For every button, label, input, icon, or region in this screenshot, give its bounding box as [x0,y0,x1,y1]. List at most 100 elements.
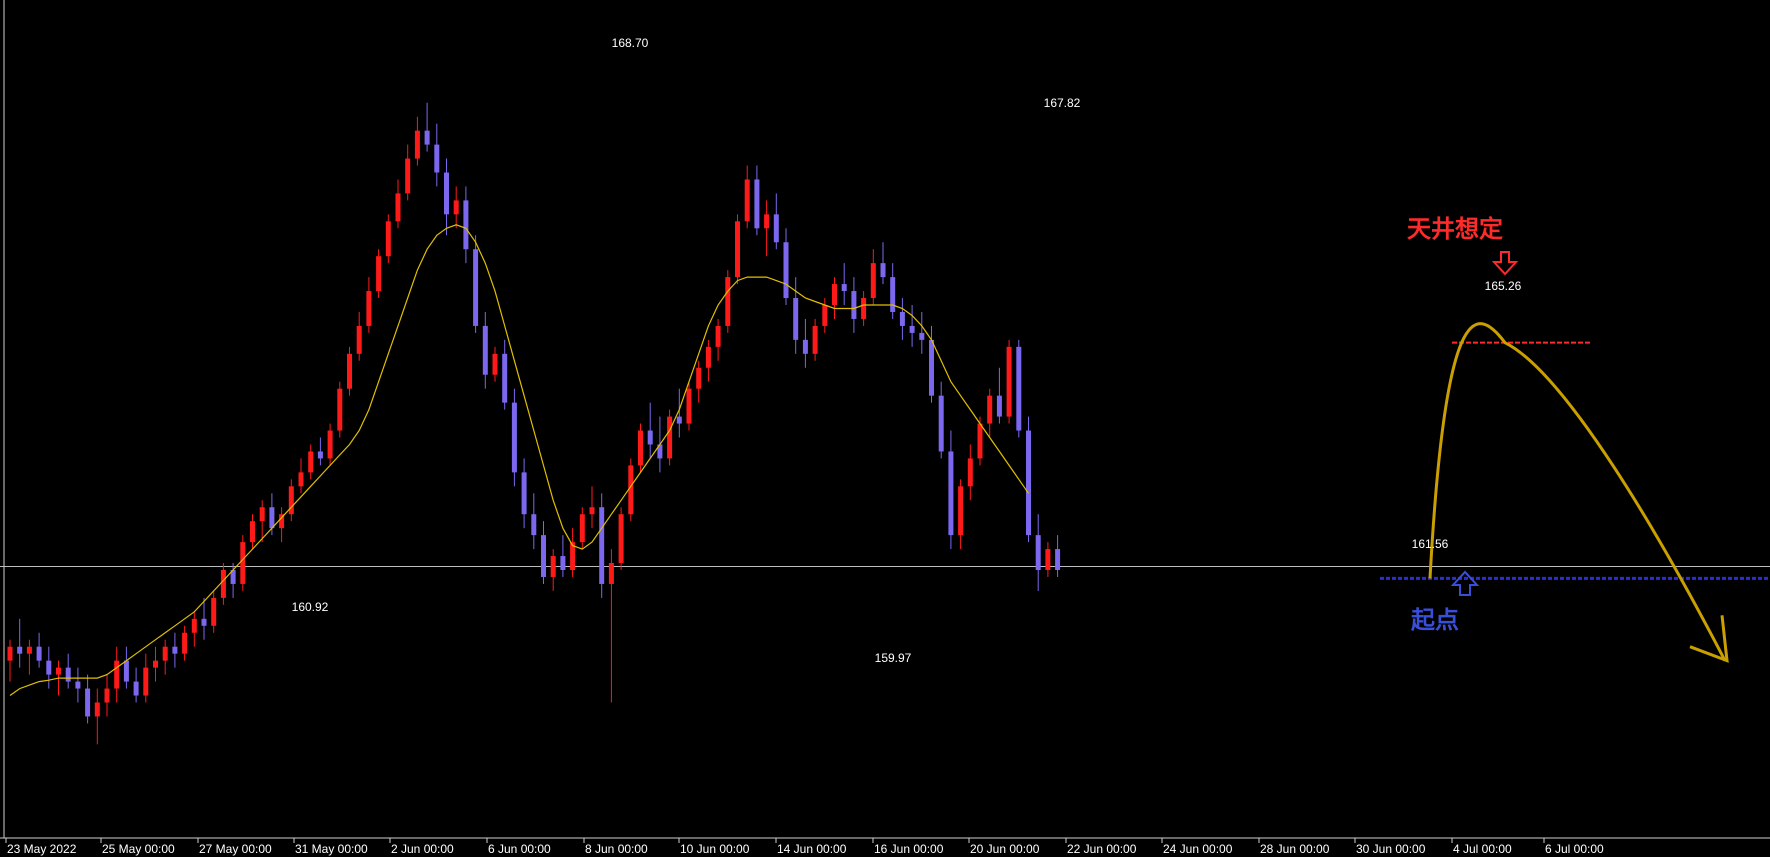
candle-body [987,395,993,424]
candle [405,144,411,201]
candle [977,416,983,466]
candle [909,305,915,347]
candle [502,339,508,410]
candle-body [851,291,857,319]
x-tick-label: 4 Jul 00:00 [1453,842,1512,856]
candle-body [521,472,527,515]
candle [317,437,323,466]
candle [715,318,721,361]
candle-body [337,388,343,431]
candle-body [162,646,168,661]
candle-body [919,332,925,340]
candle-body [502,353,508,403]
candle-body [783,242,789,299]
candle [385,214,391,264]
candle [182,625,188,661]
candle-body [395,193,401,222]
candle-body [618,514,624,564]
ma-line [9,224,1029,696]
chart-frame [0,0,1770,839]
candle-body [153,660,158,668]
candle [211,590,217,633]
candle [705,339,711,382]
candle-body [560,556,566,570]
candle [570,528,576,577]
candle [94,688,100,745]
candle [75,667,81,703]
candle [337,381,343,438]
candle [725,270,731,333]
candle [453,186,459,229]
candle [608,549,614,703]
candle-body [667,416,673,459]
candle [890,263,896,319]
candle-body [929,339,934,396]
candle [434,123,440,187]
candle-body [754,179,760,229]
candle-body [832,284,837,305]
candle-body [482,325,488,375]
candle-body [938,395,944,452]
candle-body [1016,346,1022,431]
price-label: 160.92 [292,600,329,614]
candle-body [317,451,323,459]
x-tick-label: 6 Jul 00:00 [1545,842,1604,856]
candle [65,653,71,689]
candle-body [579,514,585,543]
candle [764,200,770,257]
projection-arc [1428,322,1727,662]
candle [938,381,944,459]
candle [541,521,546,584]
candle-body [589,507,595,515]
candle-body [608,563,614,584]
candle-body [250,521,255,543]
candle-body [376,256,382,292]
candle-body [599,507,605,584]
candle [1026,416,1031,543]
candle-body [541,535,546,577]
candle-body [657,444,663,459]
candle-body [17,646,23,654]
candle-body [638,430,643,466]
candle-body [347,353,352,389]
candle [347,346,352,396]
candle [589,486,595,529]
candle-body [356,325,362,354]
candle [492,346,498,382]
candle-body [802,339,808,354]
candle [880,242,886,285]
x-tick-label: 8 Jun 00:00 [585,842,648,856]
x-tick-label: 10 Jun 00:00 [680,842,750,856]
candle-body [133,681,139,696]
horizontal-lines [0,341,1770,580]
candle-body [812,325,818,354]
candle [240,535,246,591]
candle-body [735,221,740,278]
x-tick-label: 30 Jun 00:00 [1356,842,1426,856]
candle-body [870,263,876,299]
candle [919,311,925,354]
candle [735,214,740,285]
candle-body [958,486,964,536]
candle [599,493,605,598]
x-tick-label: 31 May 00:00 [295,842,368,856]
candle [987,388,993,438]
candle-body [46,660,52,675]
candle [667,409,673,466]
candle-body [531,514,537,536]
candle [366,277,372,333]
x-tick-label: 16 Jun 00:00 [874,842,944,856]
candle-body [444,172,449,215]
candle [686,381,692,431]
candle [104,674,110,717]
candle-body [676,416,682,424]
candle [376,249,382,299]
candle [162,639,168,675]
candle-body [1055,549,1061,570]
x-tick-label: 22 Jun 00:00 [1067,842,1137,856]
candle [948,430,954,550]
candle [560,535,566,577]
candle [744,165,750,229]
candle [259,500,265,543]
